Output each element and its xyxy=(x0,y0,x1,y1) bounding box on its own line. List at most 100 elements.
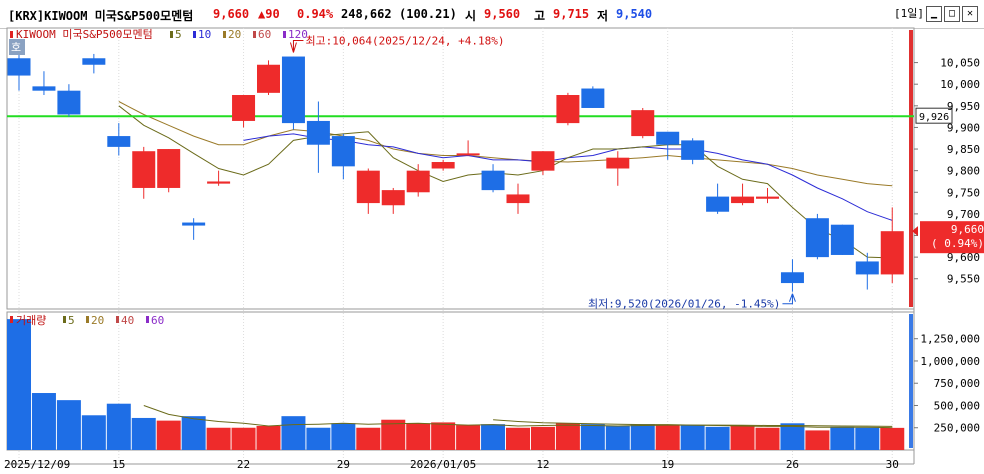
volume-ratio: (100.21) xyxy=(399,7,457,21)
candle-up xyxy=(406,170,430,193)
price-tick-label: 9,750 xyxy=(947,186,980,199)
candle-down xyxy=(331,136,355,167)
candle-up xyxy=(456,153,480,156)
volume-bar-down xyxy=(131,417,156,450)
high-value: 9,715 xyxy=(553,7,590,21)
minimize-button[interactable]: ▁ xyxy=(926,6,942,22)
volume-bar-up xyxy=(730,425,755,450)
ma5-line xyxy=(118,105,893,259)
candle-down xyxy=(780,272,804,284)
current-price-tag xyxy=(920,221,984,254)
candle-up xyxy=(157,149,181,188)
volume-bar-up xyxy=(206,427,231,450)
price-tick-label: 10,050 xyxy=(940,57,980,70)
volume-ma-legend-swatch xyxy=(146,316,149,323)
ma-legend-label: 60 xyxy=(258,28,271,41)
candle-up xyxy=(356,170,380,204)
candle-up xyxy=(381,190,405,206)
symbol-title: [KRX]KIWOOM 미국S&P500모멘텀 xyxy=(8,9,194,23)
reference-line-tag xyxy=(915,107,953,124)
open-label: 시 xyxy=(465,9,477,23)
hoga-button-label: 호 xyxy=(11,41,21,54)
candle-down xyxy=(855,261,879,275)
volume-bar-up xyxy=(530,426,555,450)
volume-bar-down xyxy=(181,416,206,450)
maximize-button[interactable]: □ xyxy=(944,6,960,22)
volume-tick-label: 1,250,000 xyxy=(920,333,980,346)
date-tick-label: 30 xyxy=(886,458,899,471)
volume-bar-up xyxy=(655,425,680,450)
volume-bar-down xyxy=(605,425,630,450)
date-tick-label: 15 xyxy=(112,458,125,471)
min-arrow xyxy=(782,293,796,305)
candle-down xyxy=(830,224,854,255)
max-annotation-label: 최고:10,064(2025/12/24, +4.18%) xyxy=(305,35,504,48)
candle-up xyxy=(232,95,256,121)
candle-up xyxy=(631,110,655,137)
candle-down xyxy=(805,218,829,258)
price-change: ▲90 xyxy=(258,7,280,21)
volume-bar-down xyxy=(7,319,31,450)
date-tick-label: 2025/12/09 xyxy=(4,458,70,471)
volume-bar-up xyxy=(555,423,580,450)
candle-down xyxy=(656,131,680,145)
candle-down xyxy=(182,222,206,226)
low-label: 저 xyxy=(597,9,609,23)
volume-legend-marker xyxy=(10,316,13,323)
close-button[interactable]: ✕ xyxy=(962,6,978,22)
candle-up xyxy=(257,64,280,93)
volume-ma-legend-label: 60 xyxy=(151,314,164,327)
max-arrow xyxy=(289,40,304,53)
price-change-pct: 0.94% xyxy=(297,7,334,21)
volume-ma-legend-label: 20 xyxy=(91,314,104,327)
legend-marker xyxy=(10,31,13,38)
candle-up xyxy=(207,181,231,184)
current-price-label: 9,660 xyxy=(951,223,984,236)
volume-bar-up xyxy=(506,427,530,450)
volume-tick-label: 250,000 xyxy=(934,422,980,435)
volume-bar-up xyxy=(431,422,456,450)
volume-bar-up xyxy=(406,423,431,450)
date-tick-label: 29 xyxy=(337,458,350,471)
volume-bar-up xyxy=(256,425,281,450)
price-tick-label: 9,600 xyxy=(947,251,980,264)
ma-legend-label: 5 xyxy=(175,28,182,41)
volume-bar-down xyxy=(331,423,356,450)
volume-bar-down xyxy=(680,425,705,450)
candle-up xyxy=(731,196,755,204)
price-tick-label: 9,800 xyxy=(947,165,980,178)
date-tick-label: 19 xyxy=(661,458,674,471)
volume-tick-label: 750,000 xyxy=(934,377,980,390)
candle-up xyxy=(756,196,779,199)
candle-up xyxy=(132,151,156,188)
volume-bar-up xyxy=(156,420,181,450)
volume-bar-down xyxy=(855,427,880,450)
ma-legend-swatch xyxy=(283,31,286,38)
volume-value: 248,662 xyxy=(341,7,392,21)
volume-bar-up xyxy=(381,419,406,450)
price-tick-label: 9,850 xyxy=(947,143,980,156)
scroll-indicator-price xyxy=(909,30,913,307)
candle-down xyxy=(706,196,730,212)
period-selector[interactable]: [1일] xyxy=(894,7,924,21)
price-legend-title: KIWOOM 미국S&P500모멘텀 xyxy=(16,28,153,41)
volume-bar-down xyxy=(281,416,306,450)
volume-bar-up xyxy=(755,427,780,450)
candle-up xyxy=(606,157,630,169)
ma-legend-label: 120 xyxy=(288,28,308,41)
candle-down xyxy=(281,56,305,124)
volume-bar-up xyxy=(880,427,905,450)
volume-bar-down xyxy=(830,426,855,450)
volume-bar-down xyxy=(306,427,331,450)
title-bar: [KRX]KIWOOM 미국S&P500모멘텀 9,660 ▲90 0.94% … xyxy=(0,0,984,29)
candle-up xyxy=(531,151,555,171)
volume-tick-label: 500,000 xyxy=(934,399,980,412)
candle-down xyxy=(32,86,56,91)
volume-ma5-line xyxy=(143,405,893,429)
min-annotation-label: 최저:9,520(2026/01/26, -1.45%) xyxy=(588,298,780,311)
ma-legend-swatch xyxy=(223,31,226,38)
volume-bar-down xyxy=(31,393,56,450)
volume-bar-up xyxy=(356,427,381,450)
price-tick-label: 9,700 xyxy=(947,208,980,221)
